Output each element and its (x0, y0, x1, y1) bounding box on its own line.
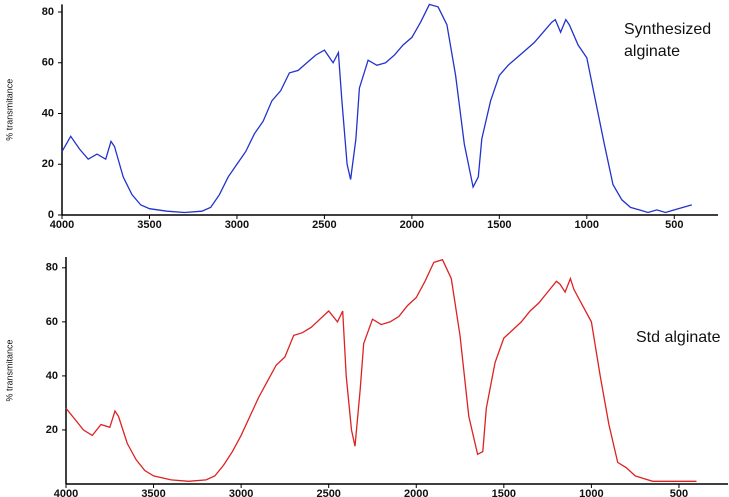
spectrum-line (65, 258, 697, 482)
y-tick-label: 20 (46, 424, 58, 436)
y-tick-label: 40 (46, 370, 58, 382)
x-tick-label: 500 (670, 488, 688, 497)
y-axis-label: % transmitance (4, 79, 14, 141)
x-tick-label: 3000 (229, 488, 253, 497)
x-tick-label: 3500 (137, 219, 161, 231)
x-tick-label: 2500 (312, 219, 336, 231)
spectrum-line (61, 3, 692, 214)
x-tick-label: 1000 (579, 488, 603, 497)
y-tick-label: 60 (46, 316, 58, 328)
x-tick-label: 4000 (54, 488, 78, 497)
x-tick-label: 1500 (487, 219, 511, 231)
y-axis-label: % transmitance (4, 339, 14, 401)
y-tick-label: 40 (42, 107, 54, 119)
annotation: Synthesized (624, 21, 711, 38)
y-tick-label: 80 (46, 262, 58, 274)
annotation: alginate (624, 43, 680, 60)
x-tick-label: 500 (665, 219, 683, 231)
y-tick-label: 0 (48, 209, 54, 221)
x-tick-label: 2500 (316, 488, 340, 497)
y-tick-label: 20 (42, 158, 54, 170)
x-tick-label: 3000 (225, 219, 249, 231)
y-tick-label: 80 (42, 6, 54, 18)
x-tick-label: 2000 (404, 488, 428, 497)
annotation: Std alginate (636, 329, 721, 346)
x-tick-label: 4000 (50, 219, 74, 231)
x-tick-label: 2000 (400, 219, 424, 231)
y-tick-label: 60 (42, 57, 54, 69)
x-tick-label: 1500 (492, 488, 516, 497)
x-tick-label: 3500 (141, 488, 165, 497)
x-tick-label: 1000 (575, 219, 599, 231)
